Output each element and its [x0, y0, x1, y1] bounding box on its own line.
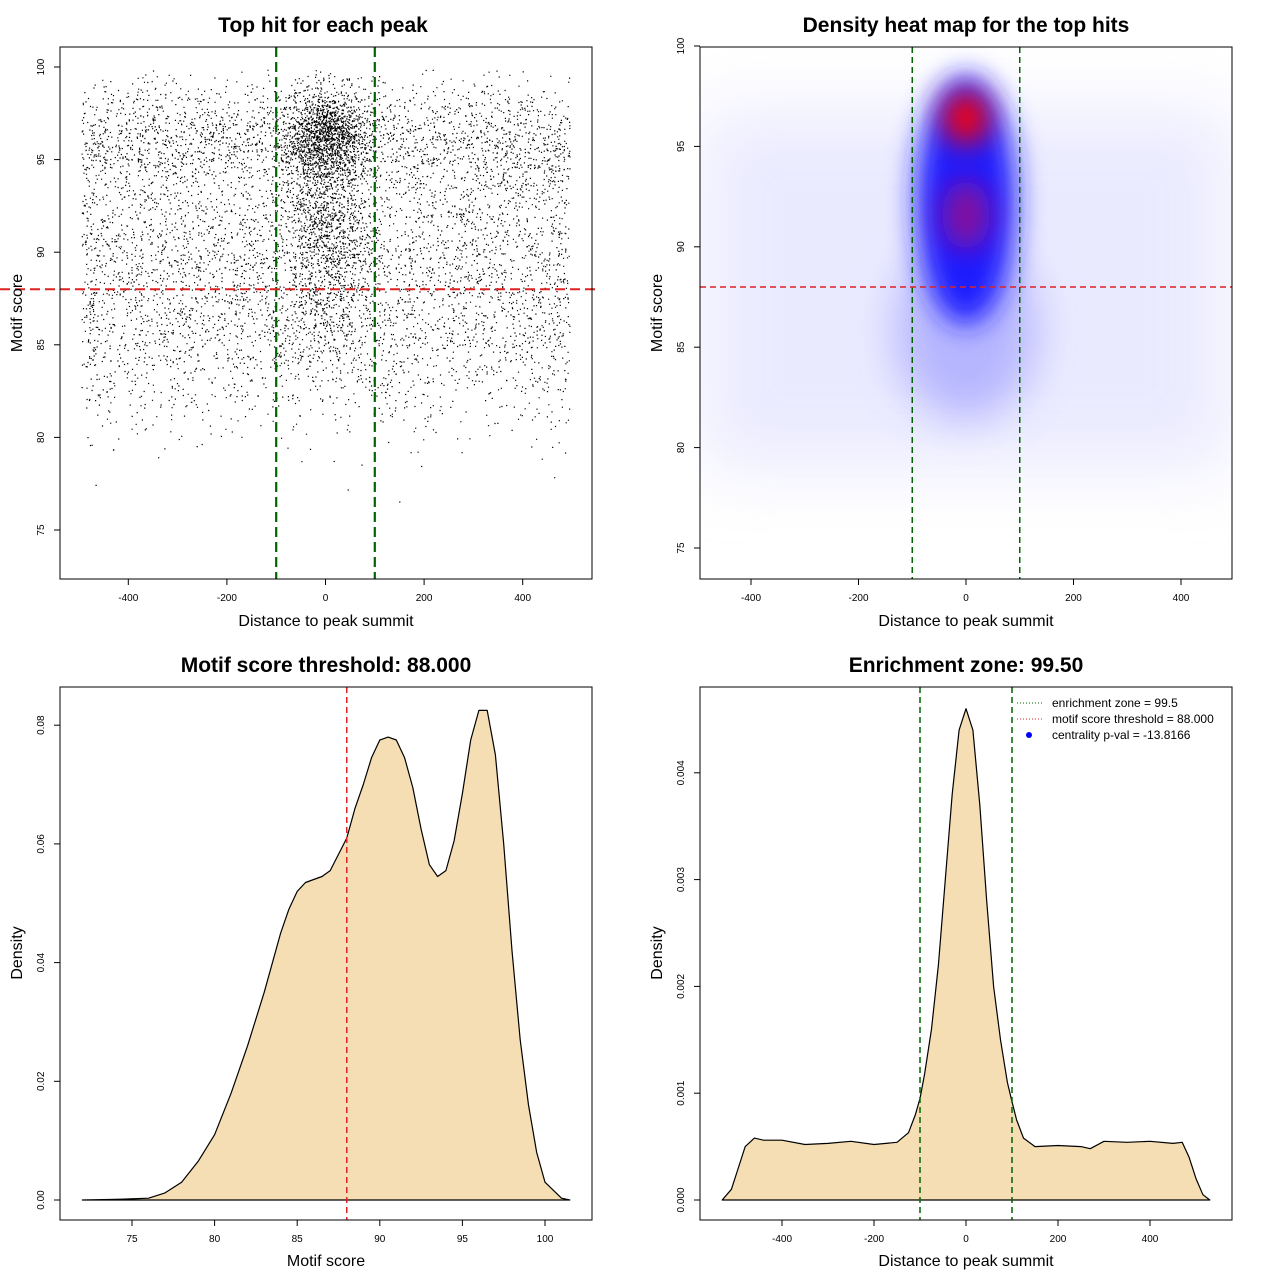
score-density-x-tick-label: 90: [374, 1234, 386, 1245]
heatmap-y-tick-label: 90: [676, 241, 687, 253]
score-density-y-tick-label: 0.02: [36, 1071, 47, 1091]
heatmap-panel: Density heat map for the top hits -400 -2…: [649, 14, 1233, 630]
distance-density-x-tick-label: 0: [963, 1234, 969, 1245]
distance-density-x-tick-label: -200: [864, 1234, 884, 1245]
scatter-point-cloud: [81, 69, 571, 503]
heatmap-x-tick-label: 0: [963, 593, 969, 604]
heatmap-x-tick-label: -200: [848, 593, 868, 604]
heatmap-density: [700, 47, 1232, 579]
scatter-x-tick-label: -200: [217, 593, 237, 604]
scatter-y-tick-label: 85: [36, 339, 47, 351]
scatter-reference-lines: [0, 47, 600, 579]
heatmap-primary-hotspot: [944, 92, 988, 144]
score-density-x-tick-label: 95: [457, 1234, 469, 1245]
distance-density-x-ticks: -400 -200 0 200 400: [772, 1220, 1159, 1245]
scatter-y-tick-label: 80: [36, 431, 47, 443]
heatmap-x-tick-label: 200: [1065, 593, 1082, 604]
scatter-panel: Top hit for each peak -400 -200 0 200 400 75…: [0, 14, 600, 630]
scatter-y-tick-label: 100: [36, 58, 47, 75]
distance-density-x-tick-label: 400: [1142, 1234, 1159, 1245]
score-density-y-tick-label: 0.04: [36, 952, 47, 972]
distance-density-panel: Enrichment zone: 99.50 -400 -200 0 200 400 0…: [649, 654, 1233, 1270]
legend-centrality-label: centrality p-val = -13.8166: [1052, 728, 1191, 742]
heatmap-secondary-hotspot: [942, 180, 990, 250]
scatter-y-tick-label: 75: [36, 524, 47, 536]
heatmap-title: Density heat map for the top hits: [803, 14, 1130, 37]
distance-density-x-tick-label: 200: [1050, 1234, 1067, 1245]
scatter-x-label: Distance to peak summit: [238, 613, 414, 630]
heatmap-reference-lines: [700, 47, 1232, 579]
distance-density-x-label: Distance to peak summit: [878, 1253, 1054, 1270]
score-density-y-ticks: 0.00 0.02 0.04 0.06 0.08: [36, 715, 60, 1210]
score-density-y-label: Density: [9, 926, 26, 979]
score-density-x-tick-label: 80: [209, 1234, 221, 1245]
scatter-y-ticks: 75 80 85 90 95 100: [36, 58, 60, 536]
score-density-curve: [81, 709, 571, 1201]
scatter-points: [81, 69, 571, 503]
score-density-x-label: Motif score: [287, 1253, 365, 1270]
scatter-x-tick-label: 0: [323, 593, 329, 604]
distance-density-legend: enrichment zone = 99.5 motif score thres…: [1017, 696, 1214, 742]
distance-density-y-tick-label: 0.003: [676, 867, 687, 892]
distance-density-y-tick-label: 0.002: [676, 973, 687, 998]
score-density-x-ticks: 75 80 85 90 95 100: [126, 1220, 554, 1245]
score-density-x-tick-label: 85: [292, 1234, 304, 1245]
heatmap-x-tick-label: 400: [1173, 593, 1190, 604]
scatter-y-tick-label: 95: [36, 154, 47, 166]
distance-density-area: [721, 708, 1211, 1201]
heatmap-y-tick-label: 80: [676, 442, 687, 454]
heatmap-y-tick-label: 75: [676, 542, 687, 554]
score-density-y-tick-label: 0.00: [36, 1190, 47, 1210]
heatmap-x-tick-label: -400: [741, 593, 761, 604]
distance-density-y-tick-label: 0.000: [676, 1187, 687, 1212]
heatmap-x-ticks: -400 -200 0 200 400: [741, 579, 1190, 604]
scatter-y-tick-label: 90: [36, 246, 47, 258]
distance-density-x-tick-label: -400: [772, 1234, 792, 1245]
heatmap-y-tick-label: 95: [676, 140, 687, 152]
score-density-plot-frame: [59, 686, 593, 1221]
scatter-y-label: Motif score: [9, 274, 26, 352]
legend-zone-label: enrichment zone = 99.5: [1052, 696, 1178, 710]
score-density-area: [81, 709, 571, 1201]
distance-density-reference-lines: [919, 687, 1013, 1220]
scatter-title: Top hit for each peak: [218, 14, 428, 37]
scatter-x-tick-label: 200: [416, 593, 433, 604]
score-density-x-tick-label: 100: [537, 1234, 554, 1245]
scatter-x-tick-label: 400: [514, 593, 531, 604]
heatmap-y-tick-label: 85: [676, 341, 687, 353]
score-density-title: Motif score threshold: 88.000: [181, 654, 472, 677]
heatmap-y-ticks: 75 80 85 90 95 100: [676, 37, 700, 554]
distance-density-y-ticks: 0.000 0.001 0.002 0.003 0.004: [676, 760, 700, 1213]
legend-centrality-dot: [1026, 732, 1032, 738]
legend-threshold-label: motif score threshold = 88.000: [1052, 712, 1214, 726]
heatmap-x-label: Distance to peak summit: [878, 613, 1054, 630]
distance-density-y-label: Density: [649, 926, 666, 979]
score-density-y-tick-label: 0.06: [36, 834, 47, 854]
distance-density-title: Enrichment zone: 99.50: [849, 654, 1084, 677]
score-density-panel: Motif score threshold: 88.000 75 80 85 90 95…: [9, 654, 593, 1270]
distance-density-curve: [721, 708, 1211, 1201]
distance-density-y-tick-label: 0.001: [676, 1080, 687, 1105]
score-density-y-tick-label: 0.08: [36, 715, 47, 735]
heatmap-y-label: Motif score: [649, 274, 666, 352]
heatmap-y-tick-label: 100: [676, 37, 687, 54]
distance-density-y-tick-label: 0.004: [676, 760, 687, 785]
score-density-x-tick-label: 75: [126, 1234, 138, 1245]
scatter-x-tick-label: -400: [118, 593, 138, 604]
scatter-x-ticks: -400 -200 0 200 400: [118, 579, 531, 604]
